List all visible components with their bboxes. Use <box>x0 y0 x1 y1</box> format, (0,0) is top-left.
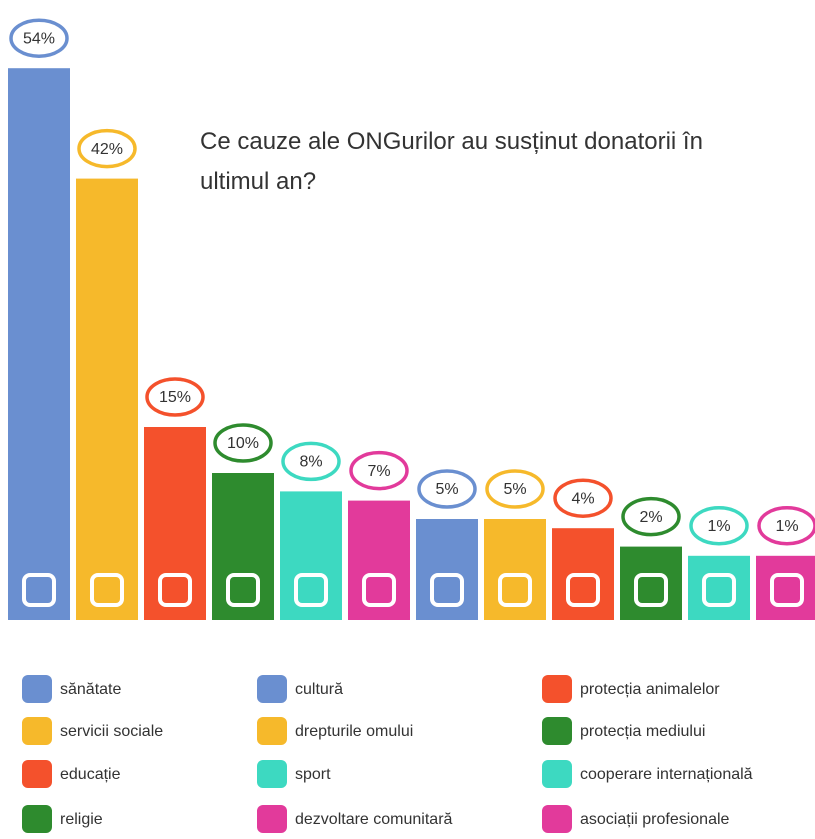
value-label: 15% <box>159 389 191 406</box>
legend-icon <box>257 675 287 703</box>
legend-label: cultură <box>295 681 343 698</box>
value-label: 7% <box>367 463 390 480</box>
bar-icon <box>362 573 396 607</box>
value-label-ring <box>349 450 409 491</box>
legend-label: sport <box>295 766 331 783</box>
bar <box>280 491 342 620</box>
bar-icon <box>702 573 736 607</box>
bar <box>348 500 410 620</box>
legend-icon <box>542 675 572 703</box>
value-label: 5% <box>503 481 526 498</box>
legend-label: dezvoltare comunitară <box>295 811 453 828</box>
legend-icon <box>542 805 572 833</box>
value-label-ring <box>553 478 613 518</box>
chart-title: Ce cauze ale ONGurilor au susținut donat… <box>200 128 703 195</box>
legend-icon <box>22 717 52 745</box>
value-label: 1% <box>707 518 730 535</box>
bar <box>76 178 138 620</box>
legend-icon <box>22 760 52 788</box>
legend-icon <box>257 717 287 745</box>
value-label: 10% <box>227 435 259 452</box>
value-label: 5% <box>435 481 458 498</box>
bar <box>212 473 274 620</box>
value-label-ring <box>689 506 749 546</box>
legend-icon <box>22 805 52 833</box>
legend-label: educație <box>60 766 121 783</box>
value-label: 4% <box>571 490 594 507</box>
bar <box>8 68 70 620</box>
value-label-ring <box>417 469 477 509</box>
bar-icon <box>498 573 532 607</box>
value-label-ring <box>213 423 273 463</box>
legend-icon <box>257 805 287 833</box>
legend-label: protecția mediului <box>580 723 705 740</box>
value-label-ring <box>281 441 341 482</box>
legend-label: servicii sociale <box>60 723 163 740</box>
legend-icon <box>257 760 287 788</box>
bar <box>688 555 750 620</box>
value-label-ring <box>485 469 545 509</box>
value-label-ring <box>9 18 69 58</box>
value-label: 54% <box>23 30 55 47</box>
bar-icon <box>226 573 260 607</box>
legend-label: religie <box>60 811 103 828</box>
bar-icon <box>22 573 56 607</box>
value-label-ring <box>757 506 815 546</box>
legend-label: cooperare internațională <box>580 766 753 783</box>
value-label: 42% <box>91 141 123 158</box>
value-label-ring <box>621 496 681 537</box>
bar <box>756 555 815 620</box>
value-label: 8% <box>299 454 322 471</box>
bar-icon <box>566 573 600 607</box>
bar-icon <box>430 573 464 607</box>
bar-icon <box>158 573 192 607</box>
bar-icon <box>90 573 124 607</box>
value-label-ring <box>77 128 137 169</box>
bar <box>620 546 682 620</box>
bar-icon <box>770 573 804 607</box>
legend-label: protecția animalelor <box>580 681 720 698</box>
legend-icon <box>542 717 572 745</box>
bar-icon <box>294 573 328 607</box>
value-label-ring <box>145 377 205 417</box>
bar-icon <box>634 573 668 607</box>
value-label: 2% <box>639 509 662 526</box>
legend-label: asociații profesionale <box>580 811 730 828</box>
value-label: 1% <box>775 518 798 535</box>
legend-icon <box>22 675 52 703</box>
legend-label: drepturile omului <box>295 723 413 740</box>
legend-label: sănătate <box>60 681 121 698</box>
bar <box>144 427 206 620</box>
legend-icon <box>542 760 572 788</box>
